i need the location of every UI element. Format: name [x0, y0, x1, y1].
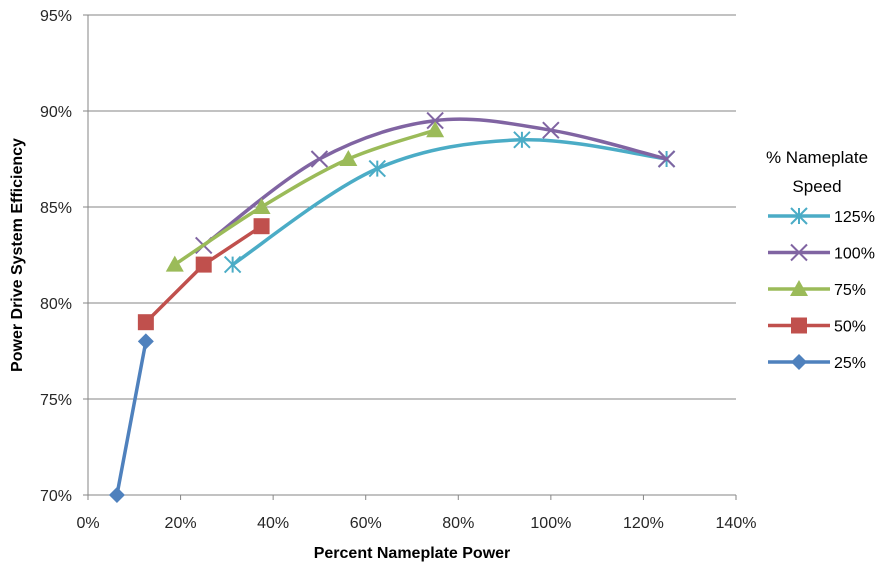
- series-75pct: [165, 121, 445, 272]
- legend-swatch-marker: [791, 317, 807, 334]
- x-tick-label: 40%: [257, 515, 289, 532]
- legend-item-125pct: 125%: [768, 207, 875, 226]
- legend-label: 75%: [834, 282, 866, 299]
- x-tick-label: 140%: [716, 515, 757, 532]
- legend-label: 25%: [834, 355, 866, 372]
- data-point: [426, 111, 444, 130]
- legend-label: 50%: [834, 319, 866, 336]
- marker-stroke: [310, 150, 329, 168]
- legend-swatch-marker: [791, 354, 807, 370]
- axes: [83, 14, 737, 500]
- series-75pct-line: [173, 128, 437, 267]
- data-point: [513, 131, 531, 149]
- data-point: [253, 218, 270, 235]
- legend-label: 125%: [834, 209, 875, 226]
- marker-stroke: [790, 243, 808, 262]
- data-point: [108, 487, 125, 503]
- legend-swatch-marker: [790, 207, 808, 225]
- x-tick-label: 20%: [165, 515, 197, 532]
- x-tick-label: 60%: [350, 515, 382, 532]
- series-50pct-line: [144, 224, 264, 324]
- data-point: [368, 159, 386, 178]
- x-tick-label: 80%: [442, 515, 474, 532]
- series-50pct: [137, 218, 270, 331]
- y-tick-label: 90%: [40, 104, 72, 121]
- marker-stroke: [426, 111, 444, 130]
- series-125pct: [223, 131, 676, 274]
- series-100pct: [195, 111, 676, 255]
- y-tick-label: 85%: [40, 200, 72, 217]
- y-axis-title: Power Drive System Efficiency: [9, 138, 26, 372]
- data-point: [657, 150, 676, 168]
- series-group: [108, 111, 676, 503]
- y-tick-labels: 70% 75% 80% 85% 90% 95%: [40, 8, 72, 505]
- series-25pct-line: [115, 339, 148, 497]
- data-point: [310, 150, 329, 168]
- x-tick-label: 0%: [76, 515, 99, 532]
- legend-title-line-2: Speed: [792, 177, 841, 196]
- x-tick-label: 100%: [530, 515, 571, 532]
- data-point: [223, 255, 242, 274]
- x-tick-labels: 0% 20% 40% 60% 80% 100% 120% 140%: [76, 515, 756, 532]
- marker-stroke: [657, 150, 676, 168]
- y-tick-label: 95%: [40, 8, 72, 25]
- data-point: [137, 314, 154, 331]
- y-tick-label: 70%: [40, 488, 72, 505]
- data-point: [542, 121, 560, 139]
- series-125pct-line: [230, 138, 669, 267]
- legend-item-100pct: 100%: [768, 243, 875, 263]
- data-point: [339, 150, 358, 166]
- data-point: [165, 255, 184, 272]
- y-tick-label: 80%: [40, 296, 72, 313]
- x-tick-label: 120%: [623, 515, 664, 532]
- legend-label: 100%: [834, 246, 875, 263]
- x-axis-title: Percent Nameplate Power: [314, 545, 511, 562]
- legend-item-75pct: 75%: [768, 280, 866, 299]
- legend-swatch-marker: [790, 243, 808, 262]
- data-point: [252, 198, 271, 214]
- legend-title-line-1: % Nameplate: [766, 148, 868, 167]
- legend-item-50pct: 50%: [768, 317, 866, 336]
- series-100pct-line: [201, 117, 669, 248]
- gridlines: [88, 14, 736, 400]
- legend-item-25pct: 25%: [768, 354, 866, 372]
- data-point: [426, 121, 445, 138]
- y-tick-label: 75%: [40, 392, 72, 409]
- data-point: [195, 256, 212, 273]
- legend: % Nameplate Speed 125% 100% 75% 50% 25%: [766, 148, 875, 372]
- data-point: [137, 333, 154, 350]
- legend-swatch-marker: [790, 280, 808, 296]
- marker-stroke: [542, 121, 560, 139]
- series-25pct: [108, 333, 154, 503]
